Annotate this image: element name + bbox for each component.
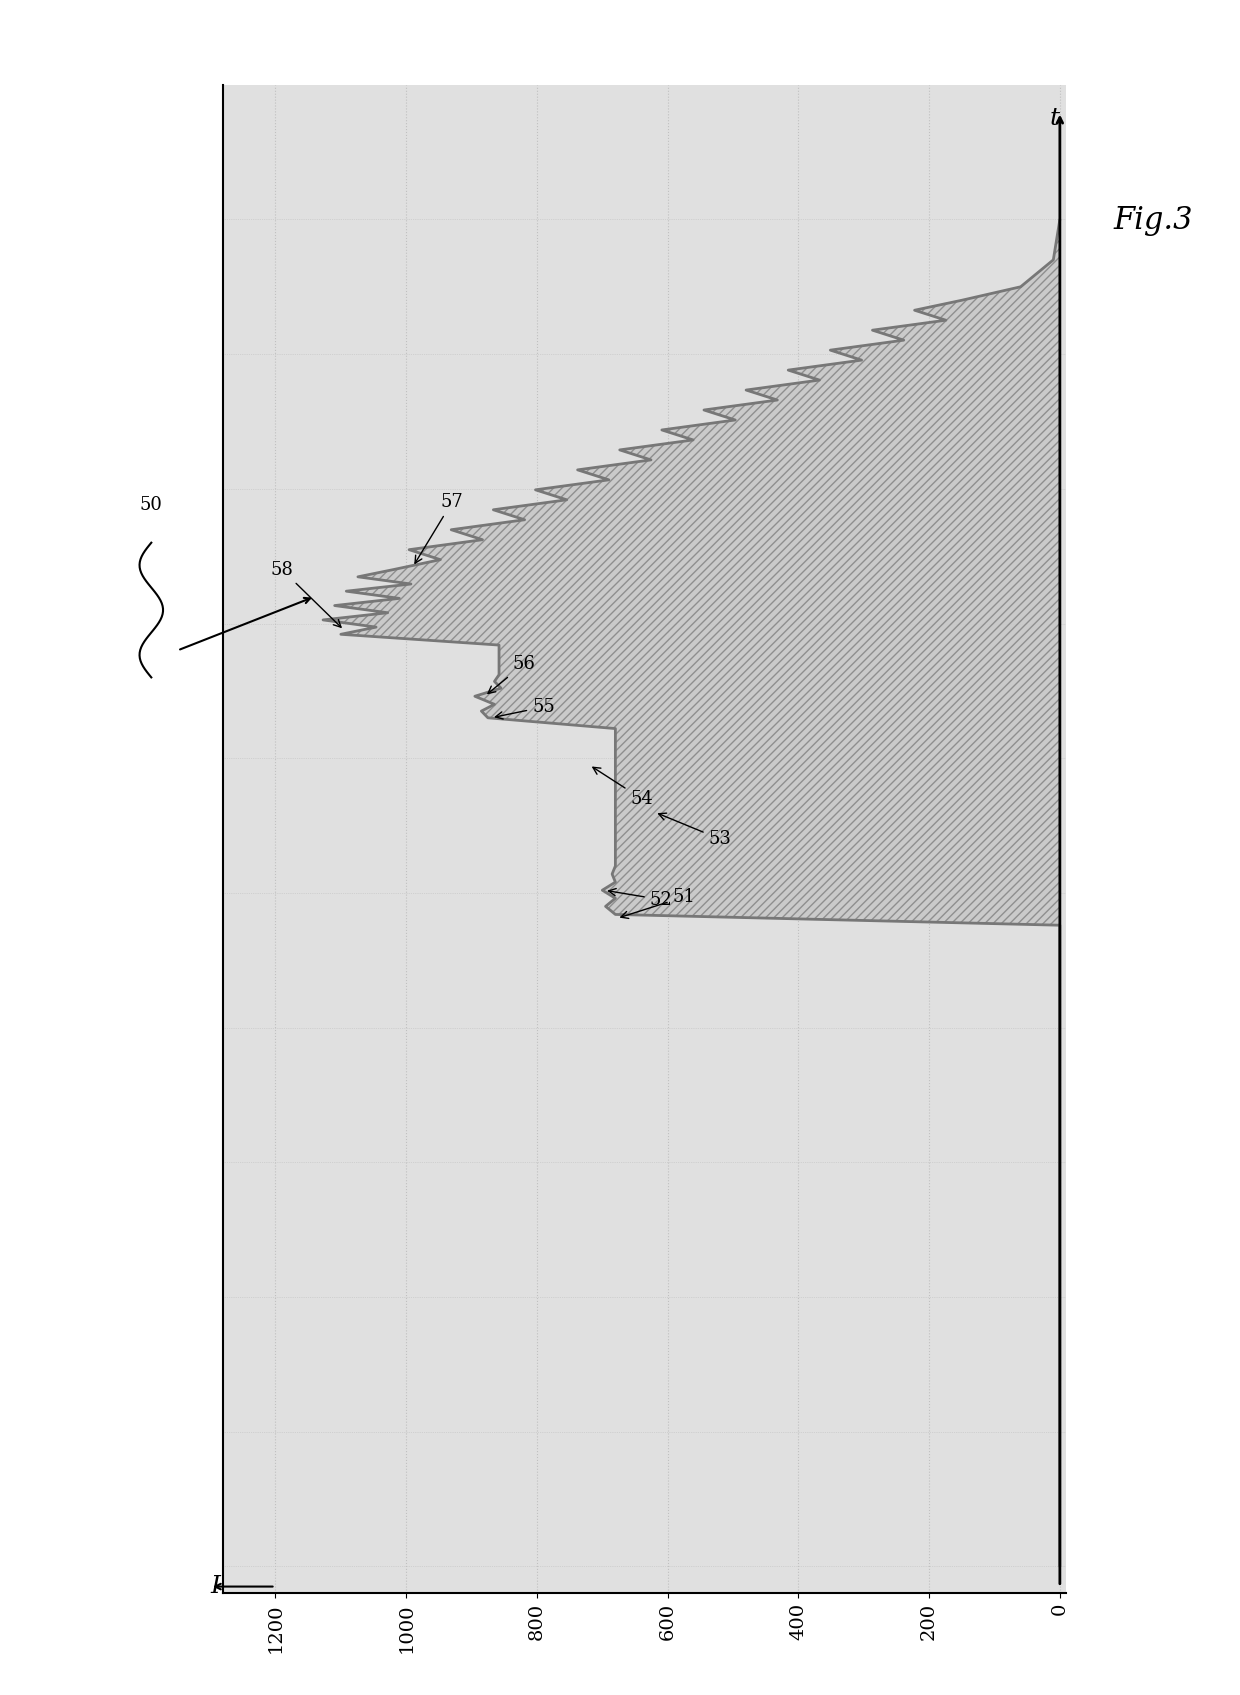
Text: 51: 51 bbox=[621, 888, 696, 919]
Text: 56: 56 bbox=[489, 654, 536, 693]
Text: 53: 53 bbox=[658, 814, 732, 848]
Text: 58: 58 bbox=[270, 561, 341, 627]
Text: 57: 57 bbox=[415, 493, 464, 563]
Text: I: I bbox=[210, 1575, 219, 1598]
Text: 52: 52 bbox=[609, 888, 672, 909]
Text: t: t bbox=[1050, 107, 1060, 131]
Text: 55: 55 bbox=[496, 698, 554, 719]
Text: 50: 50 bbox=[140, 497, 162, 514]
Text: 54: 54 bbox=[593, 768, 653, 807]
Text: Fig.3: Fig.3 bbox=[1114, 205, 1193, 236]
